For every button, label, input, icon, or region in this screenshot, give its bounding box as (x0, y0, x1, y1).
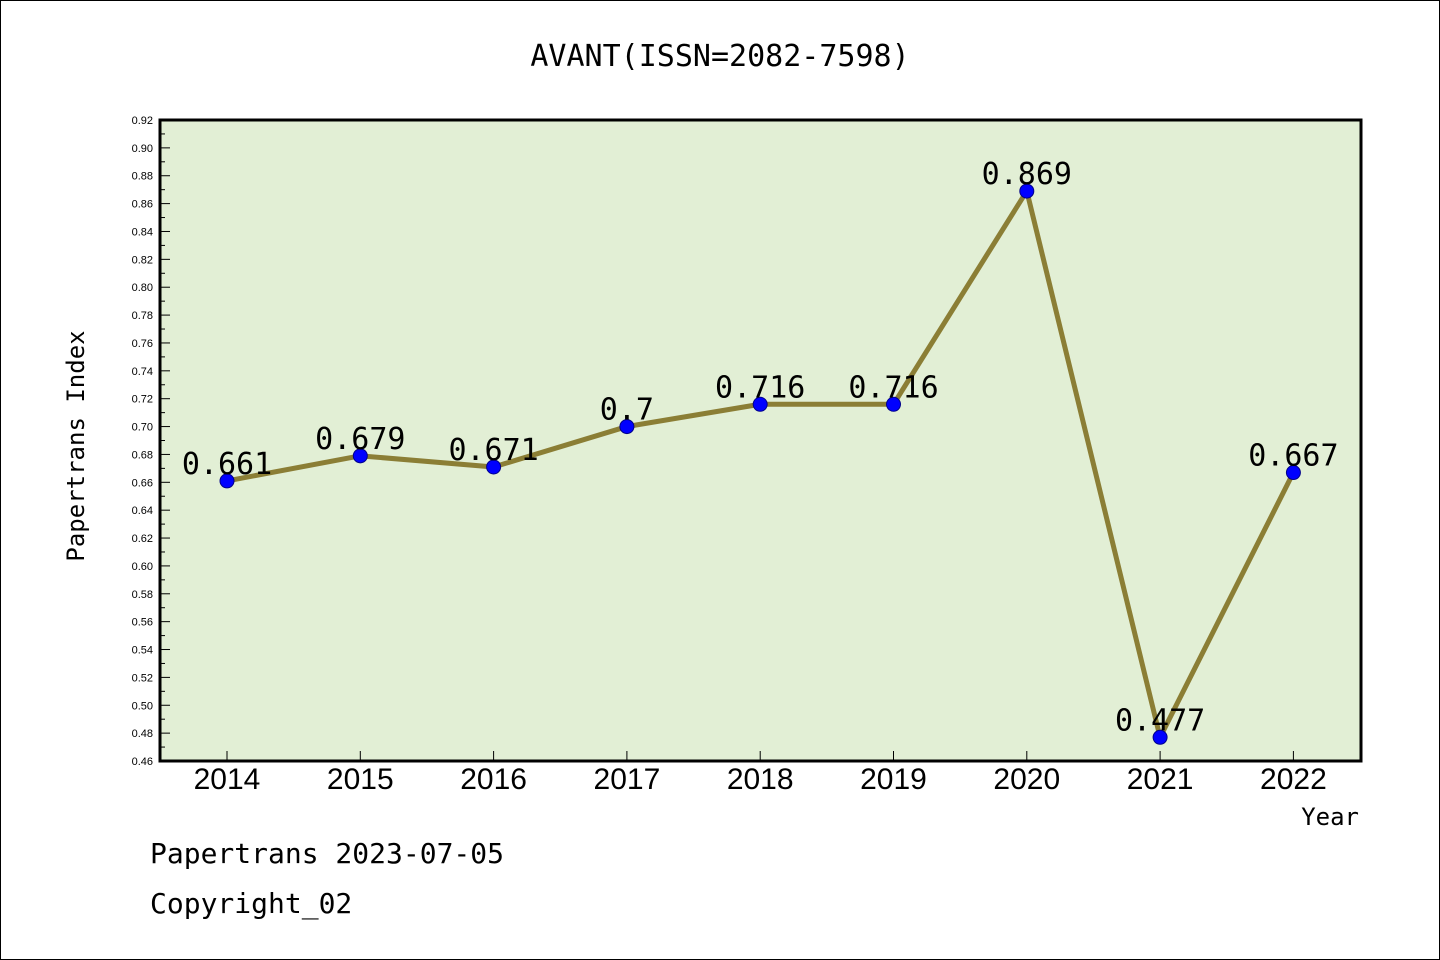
y-tick-label: 0.74 (132, 366, 153, 378)
plot-area (160, 120, 1361, 761)
x-tick-label: 2020 (993, 763, 1060, 796)
y-tick-label: 0.88 (132, 171, 153, 183)
y-tick-label: 0.92 (132, 115, 153, 127)
y-tick-label: 0.64 (132, 505, 153, 517)
data-points (219, 183, 1301, 745)
data-point (619, 419, 635, 435)
x-tick-label: 2014 (194, 763, 261, 796)
data-labels: 0.661 0.679 0.671 0.7 0.716 0.716 0.869 0.477 0.… (182, 157, 1339, 738)
y-tick-label: 0.80 (132, 282, 153, 294)
y-tick-label: 0.82 (132, 254, 153, 266)
data-label: 0.716 (715, 370, 805, 405)
y-tick-label: 0.84 (132, 226, 153, 238)
y-axis-label: Papertrans Index (62, 330, 90, 561)
footer-copyright: Copyright_02 (150, 887, 352, 921)
x-tick-label: 2021 (1127, 763, 1194, 796)
y-tick-label: 0.52 (132, 672, 153, 684)
plot-border (158, 118, 1363, 763)
data-label: 0.477 (1115, 703, 1205, 738)
x-tick-label: 2019 (860, 763, 927, 796)
data-label: 0.7 (600, 393, 654, 428)
data-point (352, 448, 368, 464)
y-tick-label: 0.78 (132, 310, 153, 322)
y-tick-label: 0.56 (132, 617, 153, 629)
y-tick-label: 0.48 (132, 728, 153, 740)
y-tick-label: 0.58 (132, 589, 153, 601)
data-point (1152, 729, 1168, 745)
data-label: 0.869 (982, 157, 1072, 192)
y-tick-label: 0.90 (132, 143, 153, 155)
y-tick-label: 0.46 (132, 756, 153, 768)
x-tick-label: 2015 (327, 763, 394, 796)
data-point (486, 459, 502, 475)
y-tick-label: 0.76 (132, 338, 153, 350)
x-axis: 2014 2015 2016 2017 2018 2019 2020 2021 2022 (194, 751, 1327, 796)
data-label: 0.661 (182, 447, 272, 482)
data-label: 0.679 (315, 422, 405, 457)
y-tick-label: 0.86 (132, 199, 153, 211)
x-tick-label: 2016 (460, 763, 527, 796)
data-point (1019, 183, 1035, 199)
y-tick-label: 0.70 (132, 422, 153, 434)
x-tick-label: 2018 (727, 763, 794, 796)
x-tick-label: 2022 (1260, 763, 1327, 796)
y-tick-label: 0.66 (132, 477, 153, 489)
x-axis-label: Year (1301, 803, 1359, 831)
y-tick-label: 0.68 (132, 449, 153, 461)
data-label: 0.667 (1248, 439, 1338, 474)
data-label: 0.671 (448, 433, 538, 468)
chart-title: AVANT(ISSN=2082-7598) (530, 39, 909, 74)
data-point (1285, 465, 1301, 481)
y-tick-label: 0.72 (132, 394, 153, 406)
data-point (219, 473, 235, 489)
y-axis: 0.46 0.48 0.50 0.52 0.54 0.56 0.58 0.60 0.62 0.64… (132, 115, 170, 768)
x-tick-label: 2017 (594, 763, 661, 796)
y-tick-label: 0.60 (132, 561, 153, 573)
y-tick-label: 0.50 (132, 700, 153, 712)
y-tick-label: 0.54 (132, 645, 153, 657)
data-point (752, 396, 768, 412)
footer-date: Papertrans 2023-07-05 (150, 837, 504, 870)
data-point (886, 396, 901, 412)
data-label: 0.716 (848, 370, 938, 405)
y-tick-label: 0.62 (132, 533, 153, 545)
